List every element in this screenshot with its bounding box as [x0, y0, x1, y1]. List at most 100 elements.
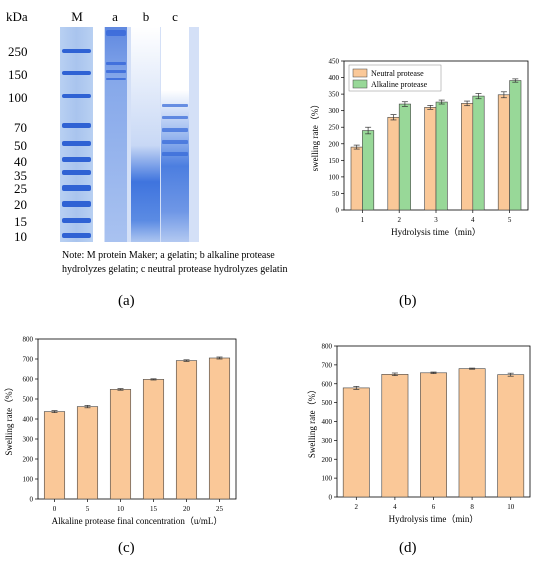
y-tick-label: 350: [329, 91, 340, 99]
x-tick-label: 0: [53, 505, 57, 513]
gel-band: [62, 201, 91, 207]
y-tick-label: 50: [332, 190, 340, 198]
bar: [509, 80, 522, 211]
gel-lane-c-bands: [162, 104, 188, 156]
x-tick-label: 3: [434, 216, 438, 224]
gel-lane-label: a: [112, 9, 118, 24]
y-axis-label: Swelling rate（%）: [307, 385, 317, 458]
bar: [420, 372, 447, 498]
x-axis-label: Hydrolysis time（min）: [391, 227, 481, 237]
panel-label-d: (d): [399, 540, 417, 556]
panel-label-a: (a): [118, 293, 135, 309]
bar: [109, 389, 132, 500]
x-tick-label: 5: [86, 505, 90, 513]
gel-band: [106, 78, 126, 80]
bar: [175, 360, 198, 500]
gel-band: [62, 170, 91, 175]
y-tick-label: 150: [329, 157, 340, 165]
gel-lane-c: [161, 90, 189, 242]
bar: [424, 107, 437, 211]
bar: [43, 411, 66, 500]
legend-swatch: [352, 68, 368, 78]
bar: [398, 103, 411, 211]
x-tick-label: 15: [150, 505, 158, 513]
y-tick-label: 800: [322, 343, 333, 351]
y-tick-label: 400: [23, 416, 34, 424]
bar: [387, 116, 400, 211]
y-tick-label: 700: [23, 356, 34, 364]
panel-label-b: (b): [399, 293, 417, 309]
x-tick-label: 4: [393, 503, 397, 511]
x-tick-label: 20: [183, 505, 191, 513]
gel-band: [162, 152, 188, 156]
bar: [76, 406, 99, 500]
y-axis-label: Swelling rate（%）: [4, 382, 14, 455]
bar: [142, 379, 165, 500]
bar: [497, 94, 510, 211]
x-axis-label: Hydrolysis time（min）: [389, 514, 479, 524]
y-tick-label: 450: [329, 58, 340, 66]
y-tick-label: 400: [322, 418, 333, 426]
gel-note: Note: M protein Maker; a gelatin; b alka…: [62, 250, 288, 275]
y-tick-label: 0: [329, 494, 333, 502]
y-tick-label: 100: [23, 476, 34, 484]
legend-entry: Neutral protease: [371, 69, 424, 78]
gel-band: [106, 62, 126, 65]
gel-band: [162, 128, 188, 132]
gel-band: [62, 49, 91, 53]
gel-band: [62, 185, 91, 191]
bar: [458, 368, 486, 498]
y-tick-label: 0: [336, 207, 340, 215]
gel-marker-label: 10: [14, 229, 27, 244]
gel-band: [106, 70, 126, 73]
x-tick-label: 2: [355, 503, 359, 511]
gel-band: [62, 94, 91, 98]
gel-marker-label: 150: [8, 67, 28, 82]
x-tick-label: 5: [508, 216, 512, 224]
gel-marker-labels: 250 150 100 70 50 40 35 25 20 15 10: [8, 44, 28, 244]
gel-marker-label: 40: [14, 154, 27, 169]
gel-lane-c-top: [161, 27, 189, 90]
gel-band: [62, 71, 91, 75]
gel-panel: kDa M a b c: [6, 9, 199, 244]
chart-d: 0 100 200 300 400 500 600 700 800 2 4 6 8 10 Hydrolysi…: [307, 343, 531, 524]
gel-lane-a: [105, 27, 127, 242]
bar: [362, 130, 375, 211]
gel-lane-m: [60, 27, 93, 242]
y-axis-label: swelling rate（%）: [310, 100, 320, 172]
y-tick-label: 200: [23, 456, 34, 464]
x-tick-label: 10: [507, 503, 515, 511]
bar: [497, 374, 525, 498]
gel-lane-a-bands: [106, 30, 126, 80]
y-tick-label: 250: [329, 124, 340, 132]
x-tick-label: 25: [216, 505, 224, 513]
gel-marker-bands: [62, 49, 91, 238]
gel-marker-label: 20: [14, 197, 27, 212]
bar: [435, 101, 448, 211]
bar: [350, 146, 363, 211]
gel-marker-label: 50: [14, 138, 27, 153]
y-tick-label: 300: [23, 436, 34, 444]
gel-lane-label: c: [172, 9, 178, 24]
gel-band: [62, 157, 91, 162]
gel-lane-label: M: [71, 9, 83, 24]
y-tick-label: 300: [322, 437, 333, 445]
y-tick-label: 200: [322, 456, 333, 464]
x-axis-label: Alkaline protease final concentration（u/…: [52, 516, 223, 526]
y-tick-label: 500: [322, 399, 333, 407]
chart-b: 0 50 100 150 200 250 300 350 400 450 1 2 3 4 5 Hydrolys…: [310, 58, 529, 237]
bar: [342, 387, 370, 498]
y-tick-label: 100: [322, 475, 333, 483]
legend-entry: Alkaline protease: [371, 80, 428, 89]
gel-band: [162, 116, 188, 119]
gel-marker-label: 250: [8, 44, 28, 59]
bar: [381, 374, 409, 498]
x-tick-label: 4: [471, 216, 475, 224]
chart-c: 0 100 200 300 400 500 600 700 800 0 5 10 15 20 25 Alkal…: [4, 336, 237, 526]
gel-lane-label: b: [143, 9, 150, 24]
gel-marker-label: 15: [14, 214, 27, 229]
y-tick-label: 300: [329, 107, 340, 115]
y-tick-label: 800: [23, 336, 34, 344]
plot-frame: [37, 338, 237, 500]
